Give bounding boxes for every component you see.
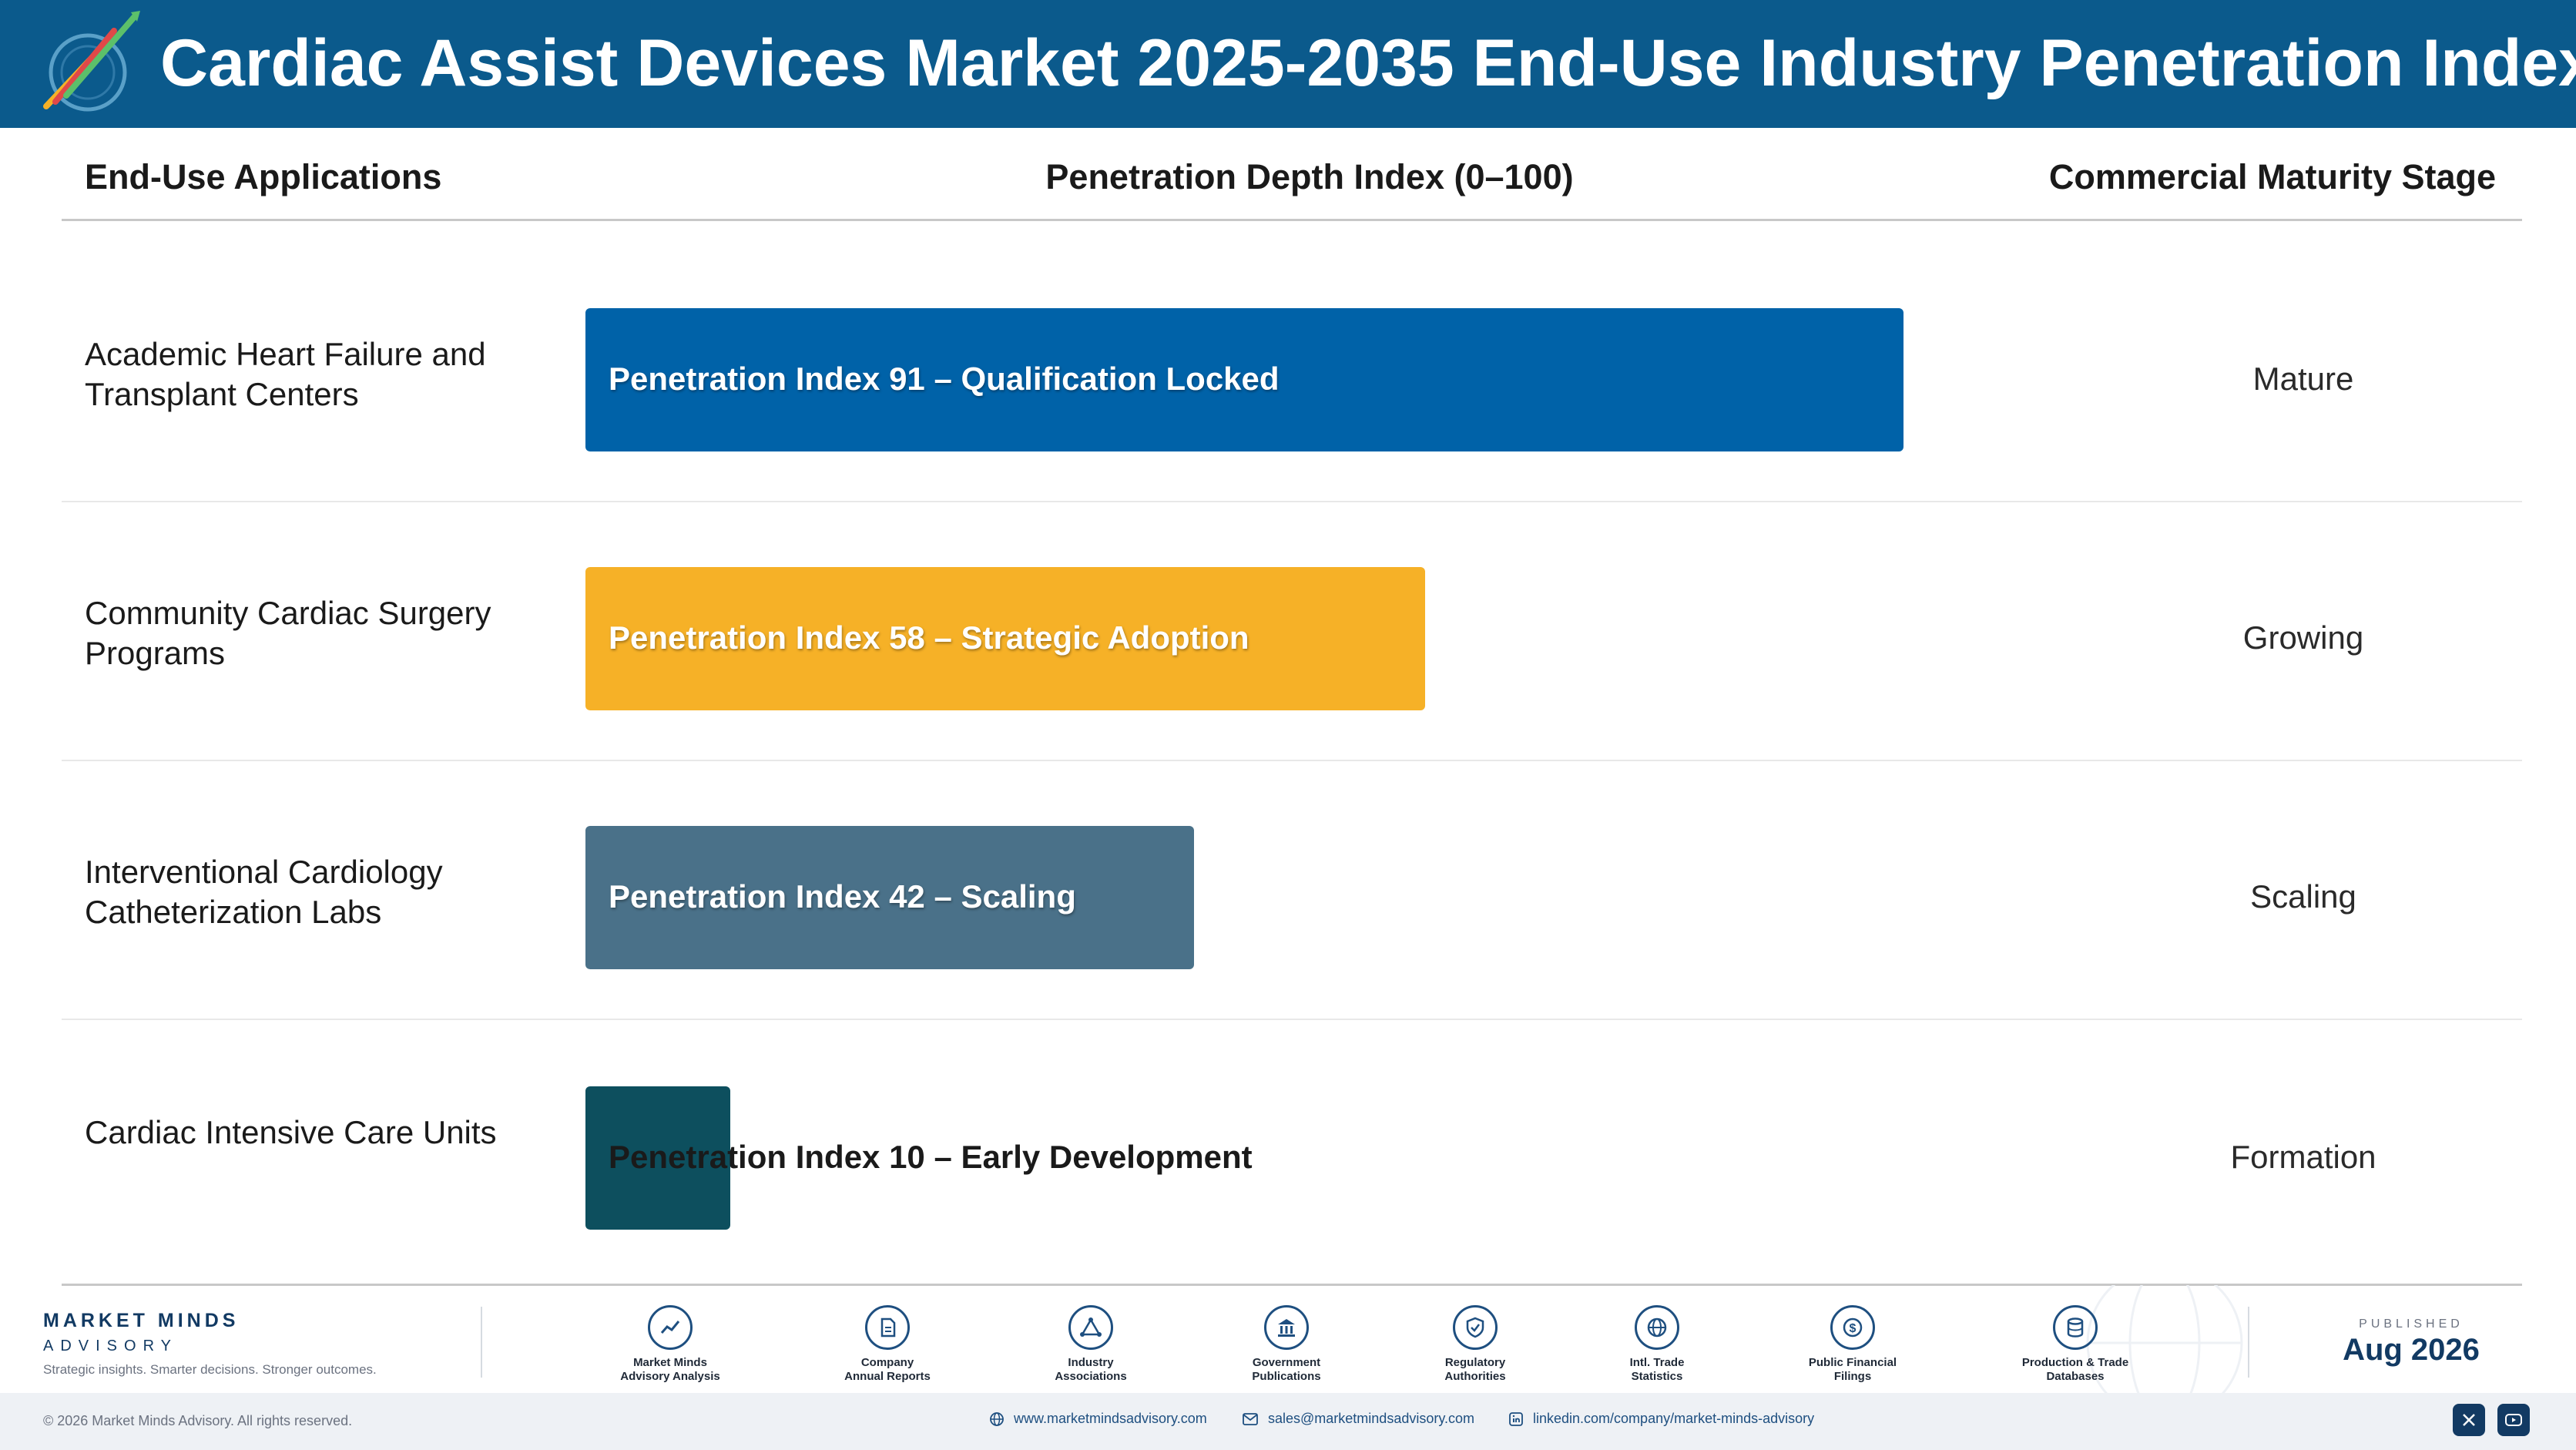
source-industry-associations: Industry Associations xyxy=(1014,1305,1168,1384)
bar-intensive-care xyxy=(585,1086,730,1230)
linkedin-icon xyxy=(1509,1411,1523,1426)
table-row: Cardiac Intensive Care Units Penetration… xyxy=(62,1020,2522,1279)
source-trade-statistics: Intl. Trade Statistics xyxy=(1580,1305,1734,1384)
bar-label: Penetration Index 58 – Strategic Adoptio… xyxy=(609,619,1249,656)
government-building-icon xyxy=(1264,1305,1309,1350)
source-label-line2: Authorities xyxy=(1444,1370,1506,1383)
source-label-line1: Production & Trade xyxy=(2021,1356,2129,1369)
bar-label: Penetration Index 91 – Qualification Loc… xyxy=(609,361,1280,397)
linkedin-link[interactable]: linkedin.com/company/market-minds-adviso… xyxy=(1508,1411,1814,1427)
bar-label: Penetration Index 10 – Early Development xyxy=(609,1139,1253,1175)
source-government-publications: Government Publications xyxy=(1209,1305,1363,1384)
header-divider xyxy=(62,219,2522,221)
source-company-reports: Company Annual Reports xyxy=(810,1305,964,1384)
category-label: Community Cardiac Surgery Programs xyxy=(85,595,491,671)
source-label-line1: Industry xyxy=(1068,1356,1114,1369)
brand-subtitle: ADVISORY xyxy=(43,1338,178,1354)
source-label-line2: Annual Reports xyxy=(844,1370,931,1383)
trend-chart-icon xyxy=(648,1305,693,1350)
brand-name: MARKET MINDS xyxy=(43,1310,240,1331)
table-row: Community Cardiac Surgery Programs Penet… xyxy=(62,502,2522,761)
shield-check-icon xyxy=(1453,1305,1498,1350)
website-link[interactable]: www.marketmindsadvisory.com xyxy=(989,1411,1207,1427)
source-label-line1: Public Financial xyxy=(1808,1356,1897,1369)
stage-label: Growing xyxy=(2242,619,2364,656)
header-banner: Cardiac Assist Devices Market 2025-2035 … xyxy=(0,0,2576,128)
category-label: Cardiac Intensive Care Units xyxy=(85,1114,497,1150)
globe-icon xyxy=(990,1411,1004,1426)
footer-separator xyxy=(481,1307,482,1378)
column-header-applications: End-Use Applications xyxy=(85,157,442,196)
youtube-icon[interactable] xyxy=(2497,1404,2530,1436)
bar-track: Penetration Index 10 – Early Development xyxy=(585,1020,2034,1279)
source-label-line2: Publications xyxy=(1252,1370,1321,1383)
globe-icon xyxy=(1635,1305,1679,1350)
source-label-line1: Company xyxy=(860,1356,914,1369)
brand-tagline: Strategic insights. Smarter decisions. S… xyxy=(43,1362,377,1377)
row-divider xyxy=(62,1019,2522,1020)
category-label: Interventional Cardiology Catheterizatio… xyxy=(85,854,443,930)
bar-academic xyxy=(585,308,1903,451)
page-title: Cardiac Assist Devices Market 2025-2035 … xyxy=(160,26,2576,100)
source-label-line1: Intl. Trade xyxy=(1629,1356,1685,1369)
stage-label: Formation xyxy=(2230,1139,2376,1175)
table-row: Interventional Cardiology Catheterizatio… xyxy=(62,761,2522,1020)
source-label-line1: Regulatory xyxy=(1444,1356,1506,1369)
bar-label: Penetration Index 42 – Scaling xyxy=(609,878,1076,915)
source-label-line2: Databases xyxy=(2046,1370,2105,1383)
document-icon xyxy=(865,1305,910,1350)
linkedin-text: linkedin.com/company/market-minds-adviso… xyxy=(1533,1411,1815,1426)
copyright-text: © 2026 Market Minds Advisory. All rights… xyxy=(43,1413,353,1428)
bar-track: Penetration Index 58 – Strategic Adoptio… xyxy=(585,502,2034,761)
stage-label: Scaling xyxy=(2250,878,2356,915)
source-label-line1: Market Minds xyxy=(633,1356,707,1369)
source-label-line2: Statistics xyxy=(1631,1370,1683,1383)
footer-contact-strip xyxy=(0,1393,2576,1450)
source-regulatory-authorities: Regulatory Authorities xyxy=(1398,1305,1552,1384)
source-trade-databases: Production & Trade Databases xyxy=(1998,1305,2152,1384)
source-label-line2: Filings xyxy=(1833,1370,1872,1383)
email-link[interactable]: sales@marketmindsadvisory.com xyxy=(1242,1411,1474,1427)
table-bottom-divider xyxy=(62,1284,2522,1286)
bar-interventional xyxy=(585,826,1194,969)
published-label: PUBLISHED xyxy=(2359,1317,2464,1331)
dollar-coin-icon: $ xyxy=(1830,1305,1875,1350)
row-divider xyxy=(62,760,2522,761)
stage-label: Mature xyxy=(2252,361,2354,397)
website-text: www.marketmindsadvisory.com xyxy=(1014,1411,1207,1426)
source-label-line2: Associations xyxy=(1055,1370,1127,1383)
database-icon xyxy=(2053,1305,2098,1350)
source-financial-filings: $ Public Financial Filings xyxy=(1776,1305,1930,1384)
svg-text:$: $ xyxy=(1850,1322,1857,1335)
published-date: Aug 2026 xyxy=(2343,1333,2480,1367)
source-label-line2: Advisory Analysis xyxy=(620,1370,720,1383)
mail-icon xyxy=(1243,1412,1258,1425)
category-label: Academic Heart Failure and Transplant Ce… xyxy=(85,336,486,412)
x-icon[interactable] xyxy=(2453,1404,2485,1436)
bar-community xyxy=(585,567,1425,710)
network-icon xyxy=(1068,1305,1113,1350)
column-header-penetration: Penetration Depth Index (0–100) xyxy=(1045,157,1574,196)
row-divider xyxy=(62,501,2522,502)
footer: MARKET MINDS ADVISORY Strategic insights… xyxy=(0,1285,2576,1450)
bar-track: Penetration Index 91 – Qualification Loc… xyxy=(585,243,2034,502)
bar-track: Penetration Index 42 – Scaling xyxy=(585,761,2034,1020)
market-minds-logo-icon xyxy=(43,11,140,112)
table-row: Academic Heart Failure and Transplant Ce… xyxy=(62,243,2522,502)
source-label-line1: Government xyxy=(1252,1356,1321,1369)
column-header-stage: Commercial Maturity Stage xyxy=(2048,157,2497,196)
source-market-minds: Market Minds Advisory Analysis xyxy=(593,1305,747,1384)
email-text: sales@marketmindsadvisory.com xyxy=(1268,1411,1475,1426)
footer-separator xyxy=(2248,1307,2249,1378)
